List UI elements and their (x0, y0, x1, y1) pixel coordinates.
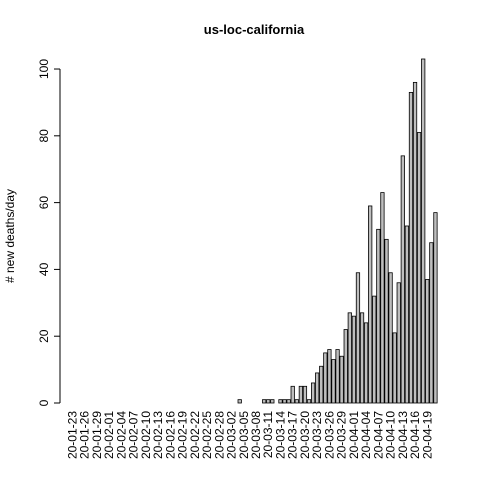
bar (368, 205, 373, 404)
x-tick-label: 20-04-04 (359, 411, 373, 459)
x-tick-label: 20-04-19 (420, 411, 434, 459)
x-tick-label: 20-02-01 (102, 411, 116, 459)
x-tick-label: 20-02-07 (127, 411, 141, 459)
y-tick-label: 60 (37, 196, 51, 210)
x-tick-label: 20-01-23 (66, 411, 80, 459)
x-tick-label: 20-03-08 (249, 411, 263, 459)
bar (376, 228, 381, 404)
bar (315, 372, 320, 404)
bar (433, 212, 438, 404)
x-tick-label: 20-03-29 (335, 411, 349, 459)
bar (359, 312, 365, 404)
bar (400, 155, 405, 404)
bar (364, 322, 369, 404)
y-axis-label: # new deaths/day (3, 189, 17, 283)
bar (384, 238, 389, 404)
bar (302, 385, 308, 404)
x-tick-label: 20-04-16 (408, 411, 422, 459)
bar (396, 282, 401, 404)
bar (339, 355, 344, 404)
chart-title: us-loc-california (204, 22, 305, 37)
x-tick-label: 20-02-22 (188, 411, 202, 459)
x-tick-label: 20-02-13 (151, 411, 165, 459)
bar (270, 399, 275, 404)
x-tick-label: 20-03-20 (298, 411, 312, 459)
bar (298, 385, 303, 404)
bar (294, 399, 299, 404)
bar (266, 399, 271, 404)
x-tick-label: 20-02-04 (114, 411, 128, 459)
bar (335, 349, 340, 404)
y-tick-label: 100 (37, 59, 51, 79)
bar (319, 365, 324, 404)
bar (412, 81, 418, 404)
y-tick-label: 80 (37, 129, 51, 143)
bar (290, 385, 295, 404)
bar (388, 272, 393, 404)
bar (351, 315, 356, 404)
x-tick-label: 20-02-10 (139, 411, 153, 459)
bar (372, 295, 377, 404)
bar (392, 332, 397, 404)
x-tick-label: 20-03-23 (310, 411, 324, 459)
bar (404, 225, 409, 404)
bar (237, 399, 242, 404)
bar (408, 91, 414, 404)
bar (282, 399, 287, 404)
x-tick-label: 20-03-05 (237, 411, 251, 459)
bar (286, 399, 291, 404)
bar (278, 399, 283, 404)
x-tick-label: 20-04-10 (384, 411, 398, 459)
x-tick-label: 20-02-16 (163, 411, 177, 459)
bar (425, 279, 430, 404)
bar (343, 329, 348, 404)
x-tick-label: 20-02-28 (212, 411, 226, 459)
x-tick-label: 20-02-19 (176, 411, 190, 459)
x-tick-label: 20-04-13 (396, 411, 410, 459)
bar (347, 312, 352, 404)
x-tick-label: 20-01-29 (90, 411, 104, 459)
bar (421, 58, 426, 404)
bar (380, 192, 385, 404)
bar (323, 352, 328, 404)
bar (311, 382, 316, 404)
bar (306, 399, 312, 404)
x-tick-label: 20-01-26 (78, 411, 92, 459)
x-tick-label: 20-02-25 (200, 411, 214, 459)
x-tick-label: 20-03-17 (286, 411, 300, 459)
bar (262, 399, 267, 404)
bar (417, 132, 422, 404)
x-tick-label: 20-04-01 (347, 411, 361, 459)
x-tick-label: 20-04-07 (371, 411, 385, 459)
x-tick-label: 20-03-02 (225, 411, 239, 459)
y-tick-label: 40 (37, 262, 51, 276)
bar (429, 242, 434, 404)
x-tick-label: 20-03-14 (273, 411, 287, 459)
y-tick-label: 0 (37, 399, 51, 406)
x-tick-label: 20-03-11 (261, 411, 275, 458)
bar (331, 359, 336, 404)
x-tick-label: 20-03-26 (322, 411, 336, 459)
bar (327, 349, 332, 404)
bar (355, 272, 361, 404)
y-tick-label: 20 (37, 329, 51, 343)
